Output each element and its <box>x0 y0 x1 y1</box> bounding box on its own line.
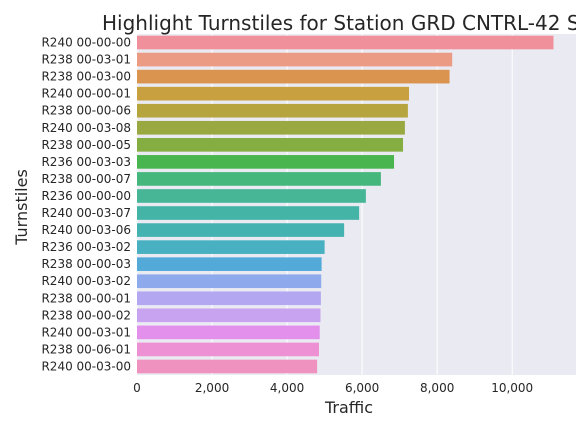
y-tick-label: R240 00-03-06 <box>41 223 131 237</box>
y-tick-label: R240 00-00-01 <box>41 87 131 101</box>
bar-r238-00-06-01 <box>137 342 319 357</box>
y-tick-label: R240 00-03-08 <box>41 121 131 135</box>
x-axis-label: Traffic <box>324 398 373 417</box>
bar-r238-00-00-07 <box>137 172 381 186</box>
bar-r240-00-00-00 <box>137 35 554 50</box>
y-tick-label: R240 00-03-02 <box>41 274 131 288</box>
y-tick-label: R238 00-00-03 <box>41 257 131 271</box>
y-tick-label: R236 00-03-02 <box>41 240 131 254</box>
y-tick-label: R240 00-03-07 <box>41 206 131 220</box>
bars <box>137 35 554 374</box>
y-tick-labels: R240 00-00-00 R238 00-03-01 R238 00-03-00 R… <box>41 36 131 374</box>
bar-r236-00-00-00 <box>137 189 366 203</box>
bar-r240-00-03-08 <box>137 120 405 135</box>
bar-r238-00-00-05 <box>137 138 404 152</box>
plot-background <box>137 34 576 375</box>
y-tick-label: R238 00-00-01 <box>41 291 131 305</box>
y-tick-label: R238 00-03-00 <box>41 70 131 84</box>
x-tick-labels: 0 2,000 4,000 6,000 8,000 10,000 <box>133 381 533 395</box>
bar-r238-00-00-06 <box>137 103 408 118</box>
y-tick-label: R240 00-03-01 <box>41 325 131 339</box>
bar-r240-00-03-02 <box>137 274 322 289</box>
y-tick-label: R238 00-00-02 <box>41 308 131 322</box>
bar-r240-00-03-07 <box>137 206 360 220</box>
bar-r238-00-00-03 <box>137 257 322 271</box>
y-tick-label: R238 00-00-06 <box>41 104 131 118</box>
x-tick-label: 2,000 <box>195 381 229 395</box>
bar-r240-00-03-01 <box>137 325 320 340</box>
bar-r238-00-00-02 <box>137 308 321 323</box>
y-tick-label: R240 00-00-00 <box>41 36 131 50</box>
bar-r238-00-03-00 <box>137 69 450 84</box>
y-axis-label: Turnstiles <box>12 169 31 246</box>
x-tick-label: 6,000 <box>345 381 379 395</box>
bar-r240-00-00-01 <box>137 86 410 101</box>
bar-r240-00-03-06 <box>137 223 345 237</box>
x-tick-label: 4,000 <box>270 381 304 395</box>
x-tick-label: 0 <box>133 381 141 395</box>
y-tick-label: R240 00-03-00 <box>41 359 131 373</box>
y-tick-label: R236 00-03-03 <box>41 155 131 169</box>
x-tick-label: 10,000 <box>491 381 533 395</box>
y-tick-label: R238 00-06-01 <box>41 342 131 356</box>
bar-r236-00-03-02 <box>137 240 325 254</box>
bar-r240-00-03-00 <box>137 359 318 374</box>
y-tick-label: R238 00-00-05 <box>41 138 131 152</box>
bar-r238-00-00-01 <box>137 291 321 306</box>
y-tick-label: R236 00-00-00 <box>41 189 131 203</box>
y-tick-label: R238 00-03-01 <box>41 53 131 67</box>
y-tick-label: R238 00-00-07 <box>41 172 131 186</box>
chart-title: Highlight Turnstiles for Station GRD CNT… <box>102 11 576 35</box>
x-tick-label: 8,000 <box>420 381 454 395</box>
bar-r236-00-03-03 <box>137 155 395 169</box>
bar-r238-00-03-01 <box>137 52 453 67</box>
